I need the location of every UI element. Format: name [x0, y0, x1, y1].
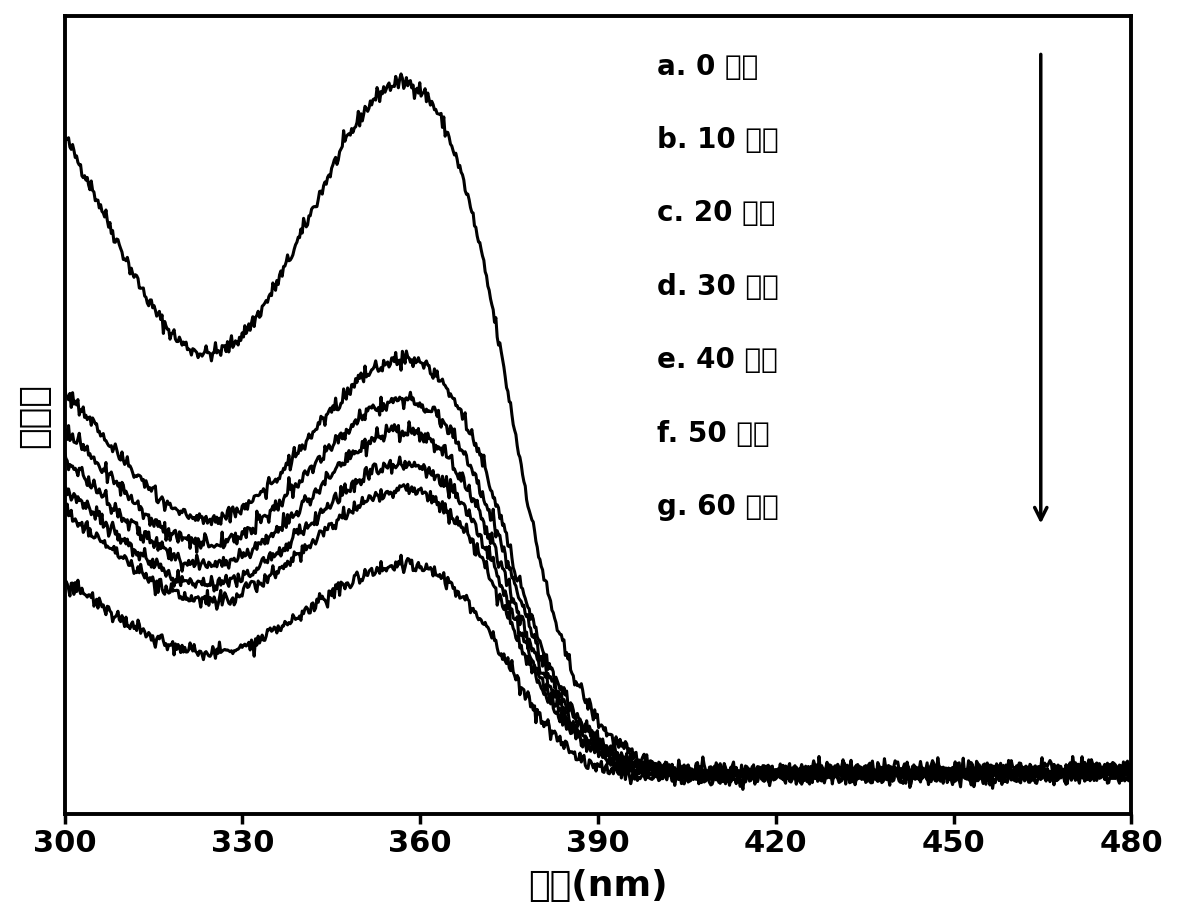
- Text: g. 60 分钟: g. 60 分钟: [657, 493, 779, 520]
- Text: b. 10 分钟: b. 10 分钟: [657, 126, 779, 153]
- Text: e. 40 分钟: e. 40 分钟: [657, 346, 778, 374]
- Y-axis label: 吸光度: 吸光度: [17, 383, 51, 448]
- X-axis label: 波长(nm): 波长(nm): [529, 868, 668, 902]
- Text: c. 20 分钟: c. 20 分钟: [657, 199, 775, 227]
- Text: f. 50 分钟: f. 50 分钟: [657, 419, 769, 448]
- Text: a. 0 分钟: a. 0 分钟: [657, 52, 758, 81]
- Text: d. 30 分钟: d. 30 分钟: [657, 273, 779, 301]
